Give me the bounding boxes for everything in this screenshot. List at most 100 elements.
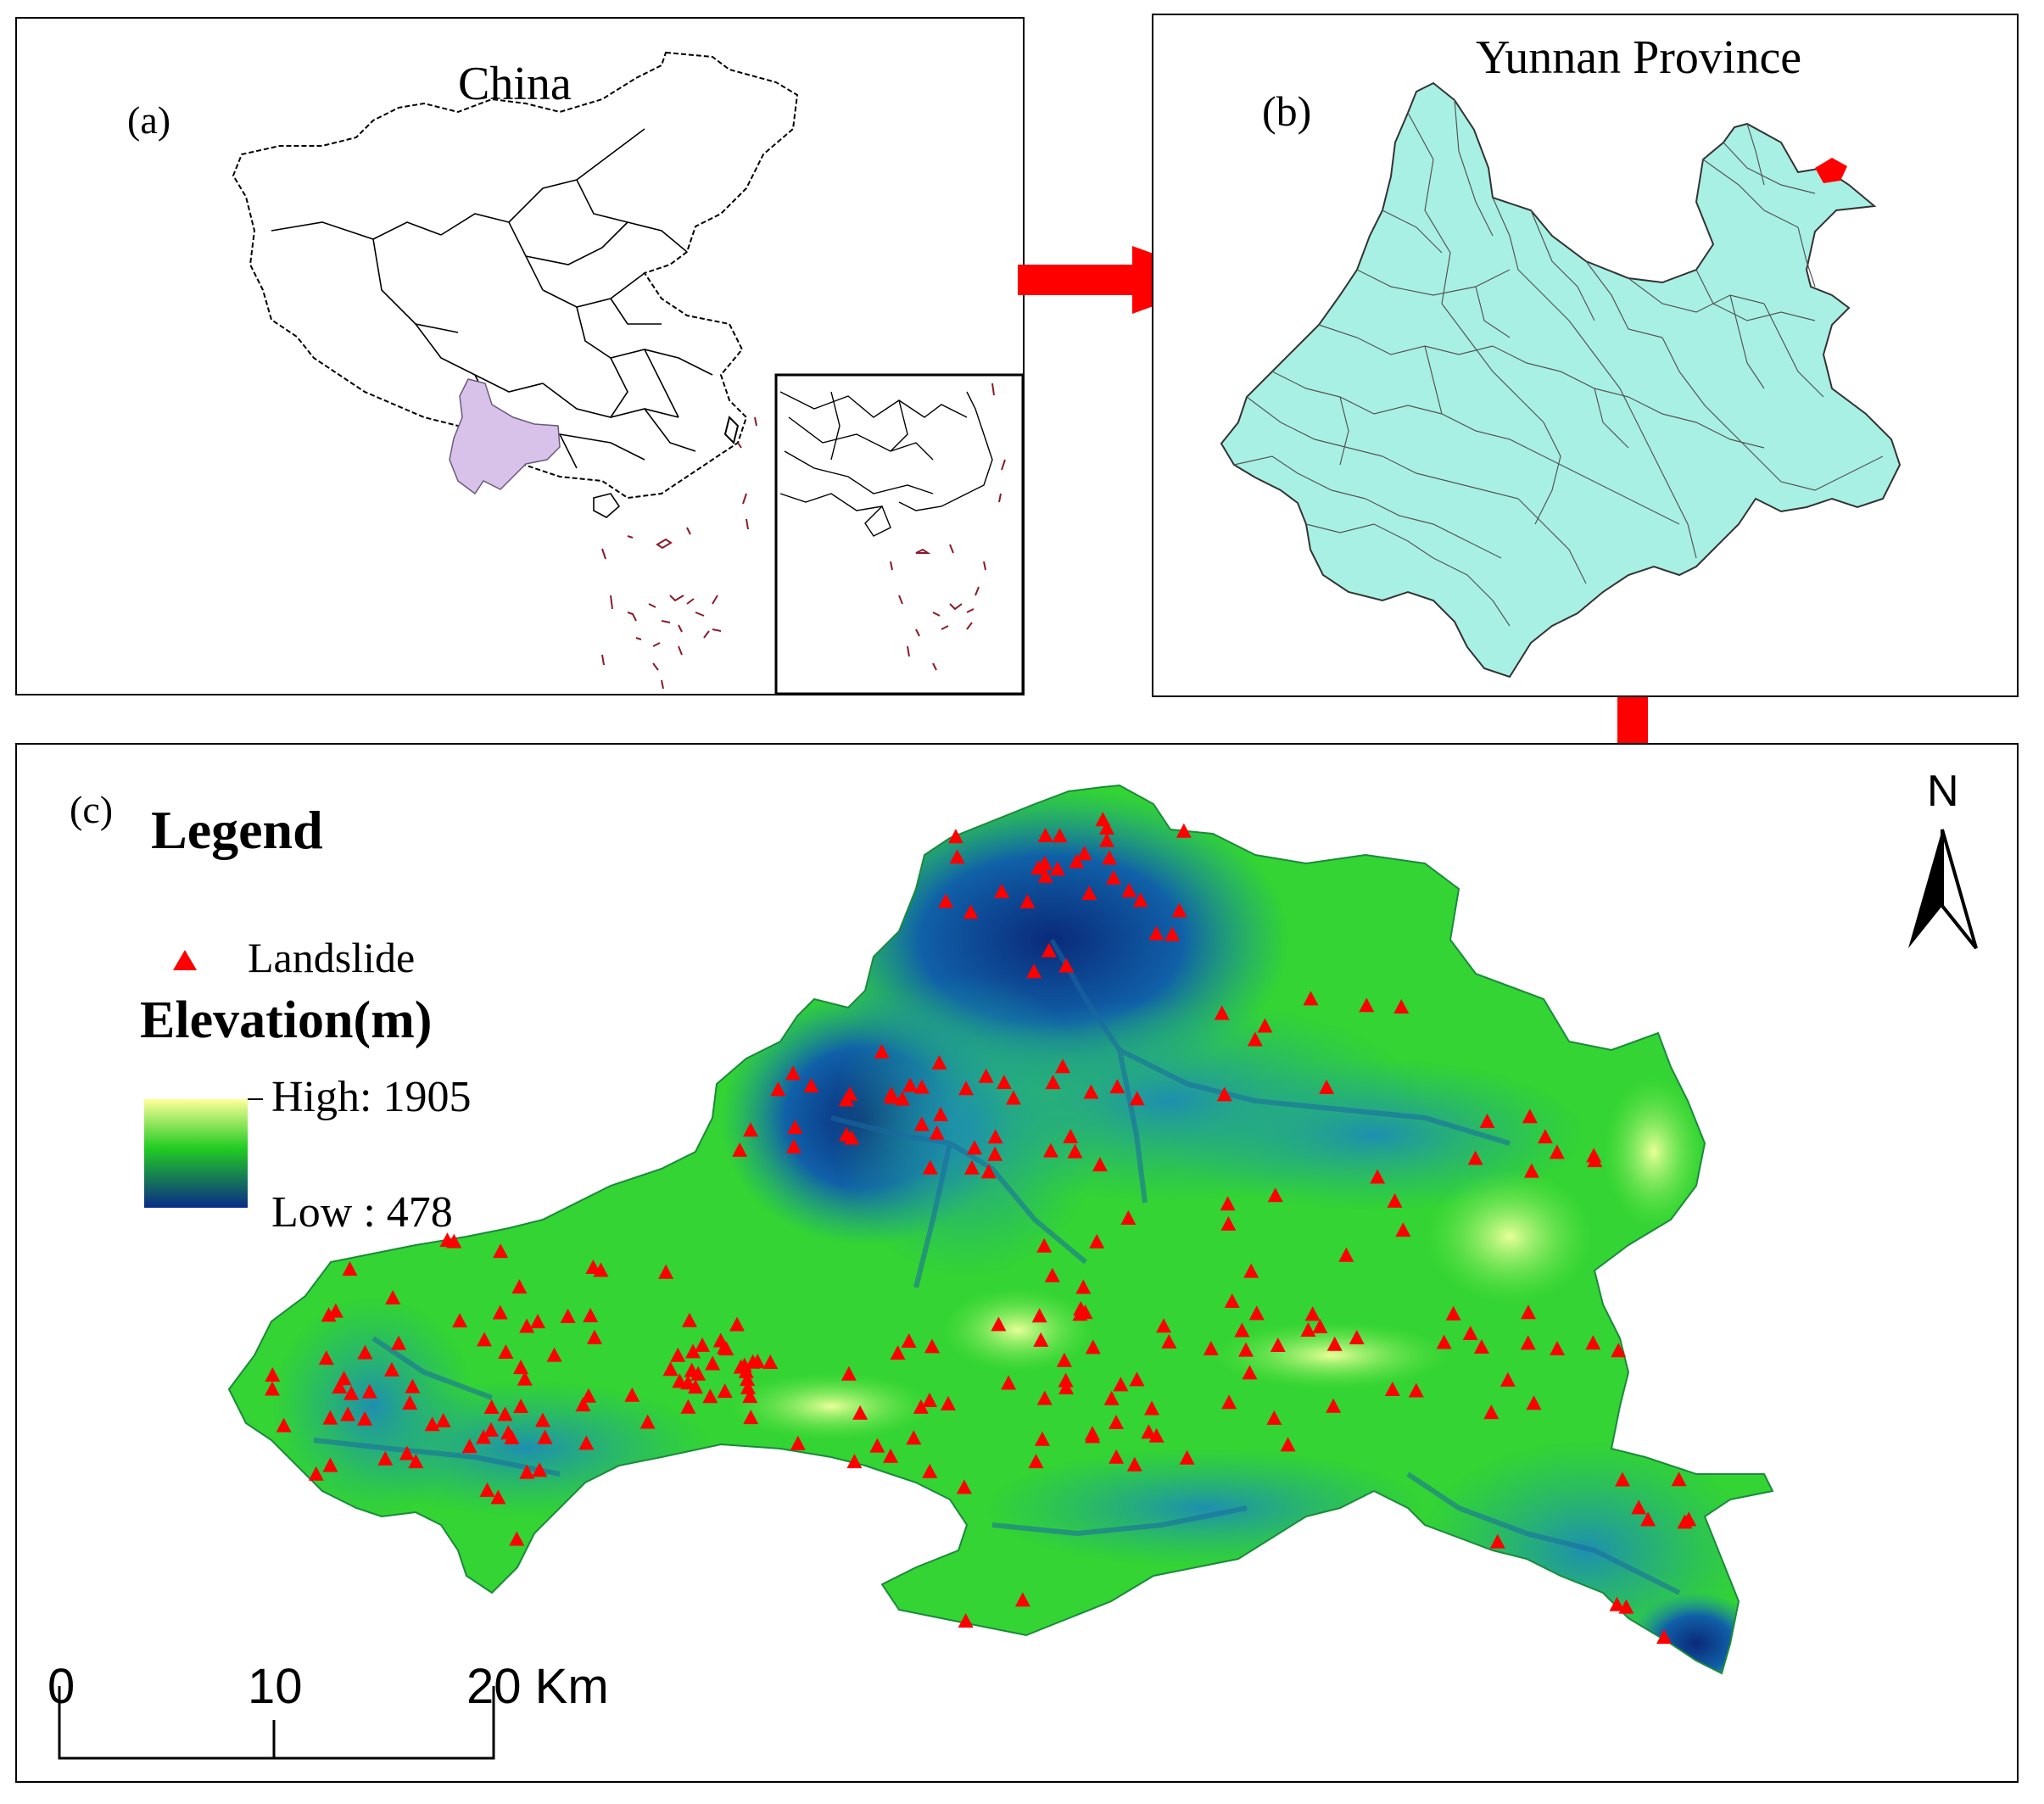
- study-area-marker: [1815, 158, 1847, 183]
- landslide-marker-117: [357, 1344, 373, 1360]
- landslide-marker-79: [357, 1410, 373, 1426]
- landslide-marker-238: [1550, 1340, 1566, 1355]
- landslide-marker-62: [1129, 1091, 1145, 1106]
- landslide-marker-32: [842, 1086, 858, 1101]
- elevation-low-label: Low : 478: [271, 1188, 453, 1237]
- landslide-marker-233: [1326, 1336, 1343, 1351]
- scale-label-10: 10: [248, 1659, 303, 1714]
- landslide-marker-63: [1055, 1058, 1071, 1074]
- landslide-marker-149: [476, 1429, 492, 1444]
- landslide-marker-217: [1058, 1380, 1075, 1395]
- landslide-marker-200: [1156, 1318, 1172, 1333]
- landslide-marker-97: [593, 1262, 609, 1277]
- landslide-marker-240: [1609, 1596, 1625, 1611]
- scale-bar: [58, 1686, 495, 1760]
- landslide-marker-55: [902, 1077, 919, 1092]
- landslide-marker-250: [1304, 1306, 1321, 1321]
- landslide-marker-35: [787, 1119, 803, 1134]
- landslide-marker-16: [1037, 827, 1053, 842]
- landslide-marker-131: [532, 1462, 548, 1477]
- landslide-marker-165: [729, 1316, 746, 1332]
- landslide-marker-76: [492, 1304, 508, 1320]
- inset-islands: [890, 383, 1006, 671]
- landslide-marker-252: [1395, 1222, 1411, 1237]
- landslide-marker-138: [265, 1366, 281, 1382]
- inset-frame: [774, 373, 1023, 694]
- landslide-marker-13: [1030, 860, 1047, 875]
- landslide-marker-136: [399, 1445, 415, 1461]
- landslide-marker-80: [587, 1329, 603, 1344]
- landslide-marker-148: [684, 1362, 700, 1377]
- landslide-marker-199: [1058, 1372, 1074, 1388]
- landslide-marker-142: [497, 1406, 513, 1421]
- landslide-marker-152: [513, 1399, 529, 1414]
- landslide-marker-269: [1586, 1148, 1602, 1163]
- landslide-marker-210: [1248, 1305, 1265, 1321]
- landslide-marker-59: [929, 1125, 945, 1140]
- landslide-marker-185: [1056, 1352, 1072, 1367]
- landslide-marker-127: [336, 1371, 352, 1386]
- landslide-marker-158: [1034, 1431, 1050, 1446]
- landslide-marker-144: [672, 1373, 688, 1388]
- landslide-marker-216: [1113, 1377, 1129, 1392]
- landslide-marker-46: [844, 1130, 860, 1145]
- landslide-marker-87: [575, 1397, 591, 1412]
- landslide-marker-28: [1148, 925, 1164, 941]
- landslide-marker-206: [1242, 1365, 1258, 1380]
- landslide-marker-193: [1148, 1427, 1164, 1443]
- landslide-marker-27: [1019, 893, 1036, 908]
- landslide-marker-140: [852, 1405, 868, 1420]
- landslide-marker-26: [1102, 850, 1118, 865]
- landslide-marker-176: [922, 1463, 938, 1478]
- landslide-marker-37: [987, 1129, 1003, 1144]
- landslide-marker-115: [513, 1360, 529, 1375]
- county-borders: [1233, 99, 1884, 627]
- landslide-marker-172: [869, 1438, 885, 1453]
- landslide-marker-249: [1220, 1215, 1237, 1231]
- landslide-marker-260: [1214, 1005, 1230, 1020]
- landslide-marker-90: [583, 1307, 599, 1322]
- landslide-marker-112: [446, 1233, 462, 1248]
- landslide-marker-40: [803, 1077, 819, 1092]
- landslide-marker-110: [511, 1279, 528, 1294]
- landslide-marker-271: [1640, 1511, 1656, 1527]
- landslide-marker-262: [1359, 997, 1375, 1013]
- landslide-marker-137: [424, 1416, 440, 1432]
- landslide-marker-187: [913, 1399, 929, 1414]
- landslide-marker-257: [1216, 1086, 1232, 1102]
- landslide-marker-209: [1280, 1437, 1296, 1452]
- landslide-marker-133: [408, 1454, 424, 1469]
- landslide-marker-9: [1069, 853, 1085, 868]
- landslide-marker-191: [1161, 1333, 1177, 1349]
- landslide-marker-132: [340, 1406, 356, 1421]
- landslide-marker-192: [840, 1366, 857, 1381]
- landslide-marker-129: [479, 1482, 495, 1497]
- landslide-marker-57: [1005, 1090, 1021, 1105]
- landslide-marker-229: [1473, 1338, 1489, 1354]
- landslide-marker-116: [361, 1383, 377, 1399]
- landslide-marker-38: [933, 1106, 949, 1121]
- landslide-marker-163: [956, 1479, 972, 1494]
- yunnan-outline: [1220, 81, 1902, 679]
- landslide-marker-121: [461, 1438, 477, 1454]
- elevation-map: (c) Legend Landslide Elevation(m) High: …: [47, 767, 1978, 1760]
- landslide-marker-53: [922, 1159, 938, 1175]
- yunnan-highlight: [449, 378, 561, 495]
- north-arrow: [1908, 829, 1978, 950]
- landslide-marker-232: [1520, 1304, 1536, 1320]
- panel-a-title: China: [458, 58, 572, 110]
- landslide-marker-95: [504, 1429, 520, 1444]
- landslide-marker-91: [624, 1387, 640, 1402]
- landslide-marker-124: [483, 1421, 499, 1437]
- landslide-marker-101: [321, 1307, 337, 1322]
- landslide-marker-251: [1338, 1247, 1354, 1262]
- landslide-marker-243: [1014, 1592, 1030, 1607]
- landslide-marker-65: [1083, 1084, 1099, 1099]
- landslide-marker-266: [1479, 1113, 1495, 1128]
- landslide-marker-259: [1319, 1079, 1335, 1094]
- landslide-legend-symbol: [173, 950, 197, 970]
- landslide-marker-236: [1585, 1335, 1601, 1350]
- landslide-marker-145: [680, 1399, 696, 1414]
- landslide-marker-168: [740, 1371, 756, 1387]
- landslide-marker-156: [743, 1410, 759, 1425]
